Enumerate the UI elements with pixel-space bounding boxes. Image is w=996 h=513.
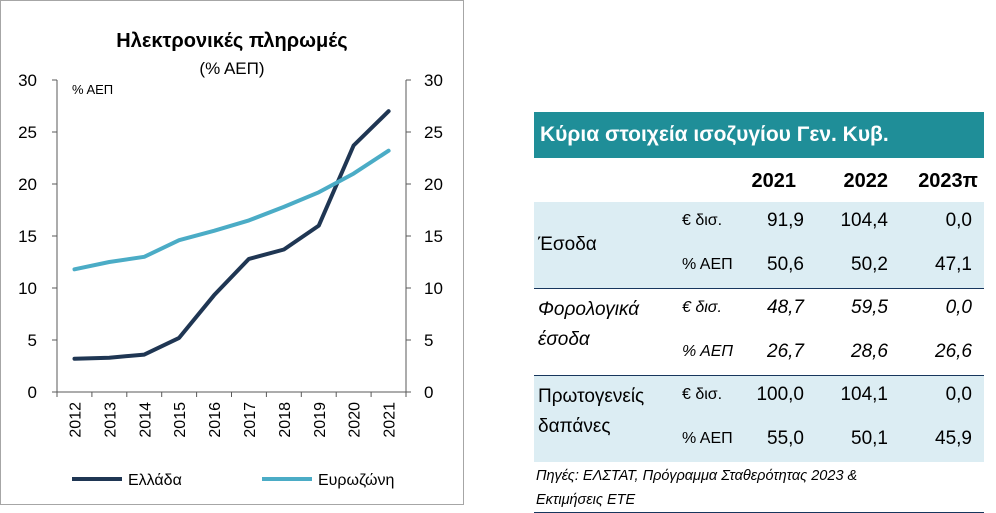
cell-value: 104,1 [808,384,888,406]
source-line: Πηγές: ΕΛΣΤΑΤ, Πρόγραμμα Σταθερότητας 20… [536,464,984,488]
y-tick-label-left: 20 [18,175,37,194]
y-tick-label-left: 0 [28,383,37,402]
y-tick-label-left: 5 [28,331,37,350]
cell-value: 50,1 [808,428,888,450]
cell-value: 26,7 [724,341,804,363]
y-tick-label-right: 25 [424,123,443,142]
cell-value: 48,7 [724,297,804,319]
cell-value: 55,0 [724,428,804,450]
legend-label: Ελλάδα [128,472,182,489]
cell-value: 100,0 [724,384,804,406]
cell-value: 28,6 [808,341,888,363]
group-label: δαπάνες [538,412,611,442]
group-label: έσοδα [538,325,590,355]
table-title: Κύρια στοιχεία ισοζυγίου Γεν. Κυβ. [534,112,984,158]
source-line: Εκτιμήσεις ΕΤΕ [536,488,984,512]
y-tick-label-right: 30 [424,71,443,90]
cell-value: 91,9 [724,210,804,232]
chart-svg: Ηλεκτρονικές πληρωμές (% ΑΕΠ) % ΑΕΠ 0 0 5 5 10 1… [0,0,466,505]
series-line-greece [75,111,389,359]
x-tick-label: 2013 [102,402,119,438]
y-tick-label-left: 30 [18,71,37,90]
x-tick-label: 2016 [207,402,224,438]
column-header-2021: 2021 [752,170,797,193]
y-tick-label-left: 15 [18,227,37,246]
cell-value: 45,9 [892,428,972,450]
cell-value: 0,0 [892,210,972,232]
x-tick-label: 2021 [382,402,399,438]
x-tick-label: 2015 [172,402,189,438]
unit-label: € δισ. [682,386,722,404]
y-tick-label-right: 15 [424,227,443,246]
balance-table: Κύρια στοιχεία ισοζυγίου Γεν. Κυβ. 2021 … [534,112,984,513]
column-header-2022: 2022 [844,170,889,193]
cell-value: 26,6 [892,341,972,363]
cell-value: 59,5 [808,297,888,319]
y-tick-label-right: 0 [424,383,433,402]
table-group-tax-revenue: Φορολογικά έσοδα € δισ. 48,7 59,5 0,0 % … [534,289,984,375]
table-group-primary-expenditure: Πρωτογενείς δαπάνες € δισ. 100,0 104,1 0… [534,376,984,462]
unit-label: € δισ. [682,212,722,230]
y-tick-label-left: 25 [18,123,37,142]
cell-value: 50,6 [724,254,804,276]
cell-value: 104,4 [808,210,888,232]
table-group-revenue: Έσοδα € δισ. 91,9 104,4 0,0 % ΑΕΠ 50,6 5… [534,202,984,288]
chart-unit-label: % ΑΕΠ [72,82,113,97]
y-tick-label-right: 5 [424,331,433,350]
y-tick-label-right: 20 [424,175,443,194]
chart-subtitle: (% ΑΕΠ) [199,59,264,78]
group-label: Φορολογικά [538,295,639,325]
x-tick-label: 2017 [242,402,259,438]
x-tick-label: 2014 [137,402,154,438]
table-header-row: 2021 2022 2023π [534,158,984,202]
unit-label: € δισ. [682,299,722,317]
x-tick-label: 2018 [277,402,294,438]
group-label: Έσοδα [538,230,597,260]
cell-value: 0,0 [892,297,972,319]
cell-value: 0,0 [892,384,972,406]
cell-value: 47,1 [892,254,972,276]
x-tick-label: 2019 [312,402,329,438]
chart-panel: Ηλεκτρονικές πληρωμές (% ΑΕΠ) % ΑΕΠ 0 0 5 5 10 1… [0,0,466,505]
x-tick-label: 2020 [347,402,364,438]
legend-label: Ευρωζώνη [318,472,394,489]
x-tick-label: 2012 [67,402,84,438]
group-label: Πρωτογενείς [538,382,644,412]
y-tick-label-right: 10 [424,279,443,298]
cell-value: 50,2 [808,254,888,276]
y-tick-label-left: 10 [18,279,37,298]
column-header-2023: 2023π [918,170,978,193]
chart-title: Ηλεκτρονικές πληρωμές [116,30,347,52]
